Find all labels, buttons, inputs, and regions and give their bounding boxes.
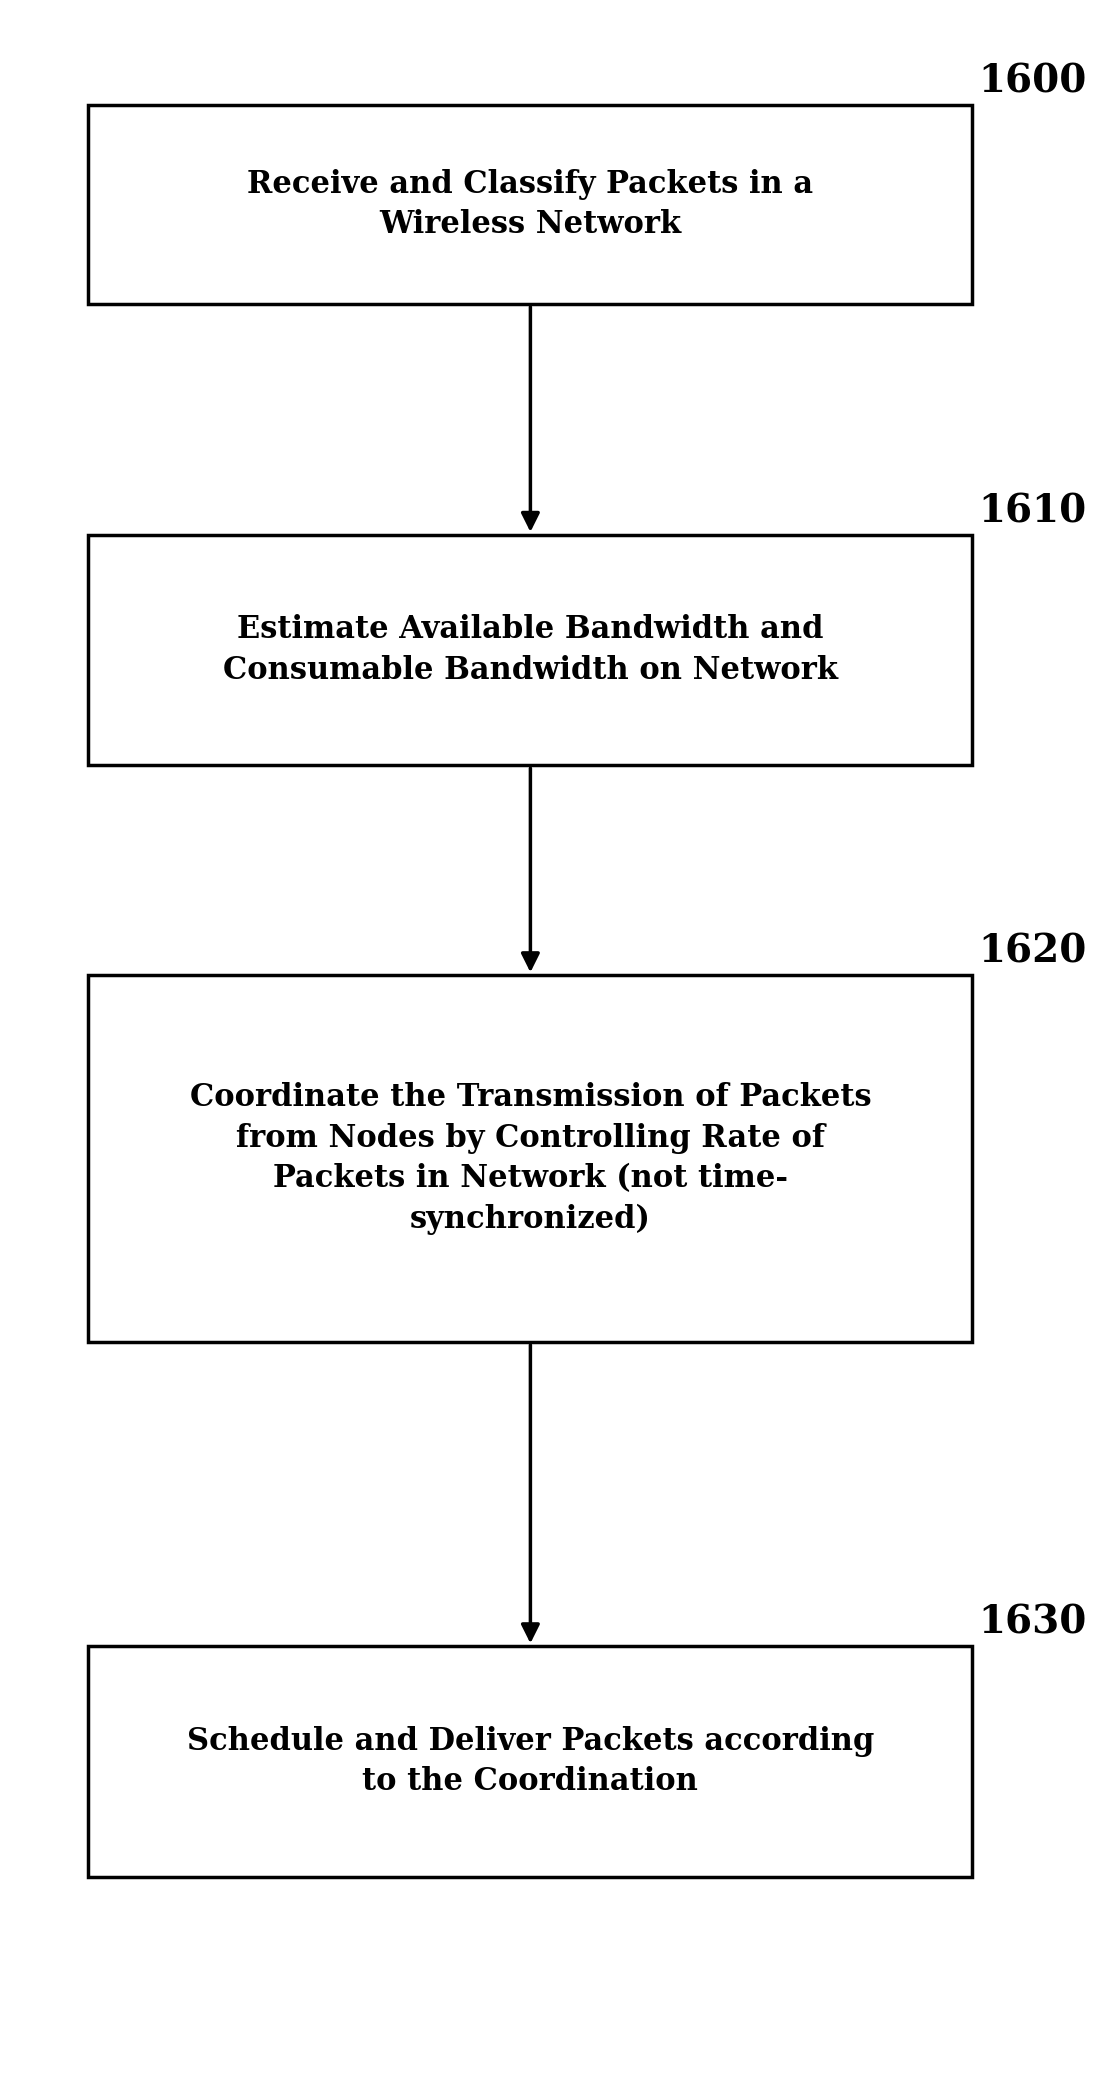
Text: Receive and Classify Packets in a
Wireless Network: Receive and Classify Packets in a Wirele… xyxy=(248,168,813,241)
Text: Schedule and Deliver Packets according
to the Coordination: Schedule and Deliver Packets according t… xyxy=(187,1726,874,1797)
Text: 1600: 1600 xyxy=(978,63,1086,101)
Text: Estimate Available Bandwidth and
Consumable Bandwidth on Network: Estimate Available Bandwidth and Consuma… xyxy=(223,614,838,686)
Text: 1620: 1620 xyxy=(978,933,1086,971)
Bar xyxy=(88,535,972,765)
Bar xyxy=(88,1646,972,1877)
Text: 1630: 1630 xyxy=(978,1604,1086,1642)
Bar xyxy=(88,975,972,1342)
Text: Coordinate the Transmission of Packets
from Nodes by Controlling Rate of
Packets: Coordinate the Transmission of Packets f… xyxy=(190,1082,871,1235)
Bar xyxy=(88,105,972,304)
Text: 1610: 1610 xyxy=(978,493,1086,531)
